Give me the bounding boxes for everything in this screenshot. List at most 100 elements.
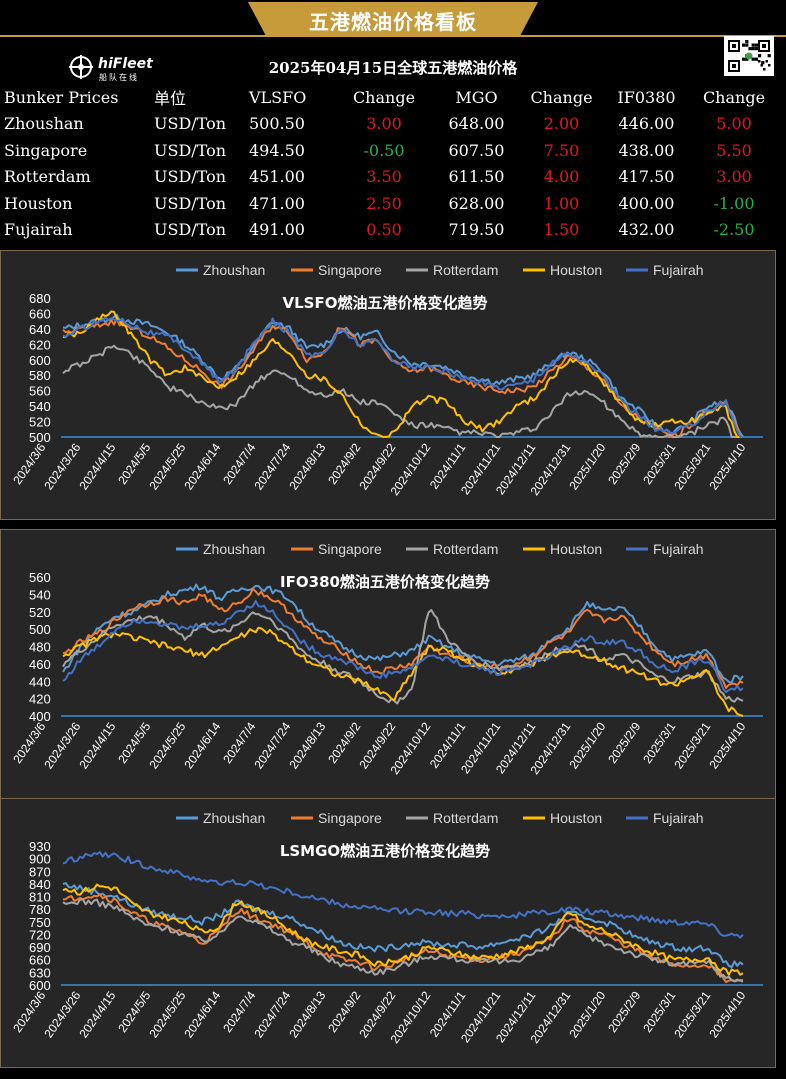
- series-line: [62, 851, 744, 939]
- x-tick-label: 2024/9/2: [325, 440, 363, 487]
- y-tick-label: 810: [29, 890, 51, 905]
- vlsfo-price: 471.00: [249, 193, 305, 213]
- y-tick-label: 870: [29, 864, 51, 879]
- mgo-price: 628.00: [448, 193, 505, 213]
- x-tick-label: 2024/9/2: [325, 988, 363, 1035]
- legend-label: Singapore: [318, 541, 382, 557]
- x-tick-label: 2024/3/6: [10, 988, 48, 1035]
- mgo-price: 719.50: [448, 220, 505, 240]
- legend-label: Houston: [550, 262, 602, 278]
- header-mgo-change: Change: [530, 87, 593, 107]
- vlsfo-chart-panel: Zhoushan Singapore Rotterdam Houston Fujaira…: [0, 250, 776, 520]
- vlsfo-change: 3.00: [366, 114, 402, 134]
- y-tick-label: 900: [29, 852, 51, 867]
- header-ifo380: IF0380: [617, 87, 676, 107]
- y-tick-label: 500: [29, 430, 51, 445]
- vlsfo-chart: Zhoushan Singapore Rotterdam Houston Fujaira…: [10, 262, 763, 498]
- mgo-change: 7.50: [543, 140, 580, 160]
- mgo-change: 1.50: [543, 220, 580, 240]
- y-tick-label: 780: [29, 902, 51, 917]
- y-tick-label: 560: [29, 384, 51, 399]
- vlsfo-price: 451.00: [249, 167, 305, 187]
- y-tick-label: 540: [29, 587, 51, 602]
- x-tick-label: 2025/3/1: [640, 719, 678, 766]
- qr-code: [724, 36, 774, 76]
- y-tick-label: 930: [29, 839, 51, 854]
- table-row: Rotterdam USD/Ton 451.00 3.50 611.50 4.00 417.…: [0, 164, 779, 191]
- y-tick-label: 720: [29, 927, 51, 942]
- series-line: [62, 588, 744, 689]
- qr-code-icon: [728, 40, 771, 72]
- y-tick-label: 520: [29, 605, 51, 620]
- ifo380-chart-panel: Zhoushan Singapore Rotterdam Houston Fujaira…: [0, 529, 776, 799]
- y-tick-label: 660: [29, 306, 51, 321]
- series-line: [62, 583, 744, 684]
- legend-label: Rotterdam: [433, 810, 498, 826]
- lsmgo-chart: Zhoushan Singapore Rotterdam Houston Fujaira…: [10, 810, 763, 1046]
- y-tick-label: 500: [29, 622, 51, 637]
- legend-label: Houston: [550, 541, 602, 557]
- y-tick-label: 540: [29, 399, 51, 414]
- mgo-price: 611.50: [448, 167, 505, 187]
- ifo380-price: 432.00: [618, 220, 675, 240]
- chart-title: VLSFO燃油五港价格变化趋势: [283, 294, 488, 312]
- y-tick-label: 660: [29, 953, 51, 968]
- header-vlsfo-change: Change: [352, 87, 416, 107]
- y-tick-label: 440: [29, 674, 51, 689]
- x-tick-label: 2024/3/6: [10, 440, 48, 487]
- port-name: Houston: [4, 193, 73, 213]
- x-tick-label: 2025/2/9: [605, 988, 643, 1035]
- price-date-title: 2025年04月15日全球五港燃油价格: [268, 59, 518, 77]
- y-tick-label: 600: [29, 978, 51, 993]
- ifo380-price: 438.00: [618, 140, 675, 160]
- x-tick-label: 2024/7/4: [220, 719, 258, 766]
- banner-shape: [0, 2, 786, 37]
- legend-label: Zhoushan: [203, 262, 265, 278]
- ifo380-price: 446.00: [618, 114, 675, 134]
- logo-subname: 船队在线: [99, 73, 139, 82]
- y-tick-label: 420: [29, 692, 51, 707]
- ifo380-change: 3.00: [716, 167, 752, 187]
- y-tick-label: 640: [29, 322, 51, 337]
- series-line: [62, 600, 744, 694]
- y-tick-label: 750: [29, 915, 51, 930]
- ifo380-change: -1.00: [713, 193, 755, 213]
- vlsfo-price: 491.00: [249, 220, 305, 240]
- x-tick-label: 2024/3/6: [10, 719, 48, 766]
- legend-label: Singapore: [318, 262, 382, 278]
- x-tick-label: 2024/5/5: [115, 719, 153, 766]
- header-vlsfo: VLSFO: [249, 87, 307, 107]
- y-tick-label: 460: [29, 657, 51, 672]
- bunker-price-table: Bunker Prices 单位 VLSFO Change MGO Change…: [0, 84, 779, 243]
- hifleet-logo: hiFleet 船队在线: [68, 54, 168, 82]
- logo-name: hiFleet: [98, 56, 153, 72]
- port-name: Rotterdam: [4, 167, 91, 187]
- x-tick-label: 2024/5/5: [115, 988, 153, 1035]
- mgo-change: 1.00: [543, 193, 580, 213]
- vlsfo-price: 494.50: [249, 140, 305, 160]
- legend-label: Houston: [550, 810, 602, 826]
- y-tick-label: 560: [29, 570, 51, 585]
- legend-label: Zhoushan: [203, 810, 265, 826]
- mgo-price: 648.00: [448, 114, 505, 134]
- x-tick-label: 2024/9/2: [325, 719, 363, 766]
- port-name: Singapore: [4, 140, 88, 160]
- series-line: [62, 898, 743, 983]
- ifo380-price: 400.00: [618, 193, 675, 213]
- y-tick-label: 400: [29, 709, 51, 724]
- series-line: [62, 609, 744, 705]
- table-row: Zhoushan USD/Ton 500.50 3.00 648.00 2.00 446.0…: [0, 111, 779, 138]
- legend-label: Rotterdam: [433, 262, 498, 278]
- legend-label: Singapore: [318, 810, 382, 826]
- vlsfo-change: -0.50: [363, 140, 405, 160]
- x-tick-label: 2024/7/4: [220, 988, 258, 1035]
- port-name: Zhoushan: [4, 114, 84, 134]
- table-row: Houston USD/Ton 471.00 2.50 628.00 1.00 400.00…: [0, 190, 779, 217]
- y-tick-label: 520: [29, 415, 51, 430]
- header-banner: 五港燃油价格看板: [0, 0, 786, 38]
- ifo380-change: 5.50: [716, 140, 752, 160]
- table-row: Singapore USD/Ton 494.50 -0.50 607.50 7.50 438…: [0, 137, 779, 164]
- ship-wheel-icon: [69, 55, 93, 79]
- y-tick-label: 690: [29, 940, 51, 955]
- mgo-change: 4.00: [543, 167, 580, 187]
